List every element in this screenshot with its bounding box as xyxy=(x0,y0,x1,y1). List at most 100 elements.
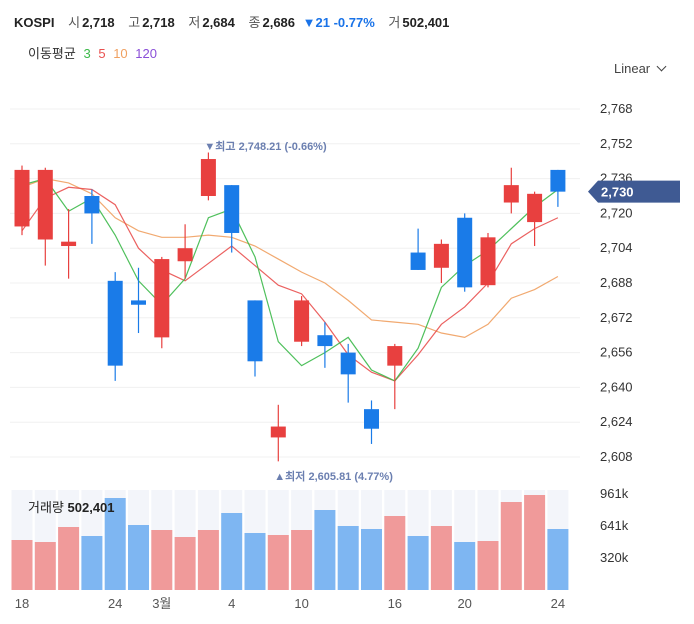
volume-tick-label: 961k xyxy=(600,486,629,501)
x-tick-label: 20 xyxy=(457,596,471,611)
close-value: 2,686 xyxy=(262,15,296,30)
candle-body xyxy=(224,185,240,233)
candle-body xyxy=(177,248,193,262)
candle-body xyxy=(433,243,449,268)
candle-body xyxy=(364,409,379,429)
volume-panel-label: 거래량 502,401 xyxy=(28,497,115,516)
symbol: KOSPI xyxy=(14,15,55,30)
volume-bar xyxy=(34,542,56,590)
candle-body xyxy=(61,241,77,247)
y-tick-label: 2,640 xyxy=(600,379,633,394)
current-price-label: 2,730 xyxy=(601,185,634,200)
volume-bar xyxy=(430,526,452,590)
candle-body xyxy=(457,217,473,288)
x-axis: 18 24 3월 4 10 16 20 24 xyxy=(15,596,565,611)
y-tick-label: 2,704 xyxy=(600,240,633,255)
candle-body xyxy=(270,426,286,438)
x-tick-label: 24 xyxy=(551,596,565,611)
volume-bar xyxy=(291,530,313,590)
volume-bar xyxy=(361,529,382,590)
candle-body xyxy=(14,169,30,227)
volume-bar xyxy=(151,530,173,590)
y-tick-label: 2,720 xyxy=(600,205,633,220)
candle-body xyxy=(200,159,216,196)
candle-body xyxy=(107,280,123,366)
ma-120[interactable]: 120 xyxy=(135,46,157,61)
volume-bar xyxy=(547,529,569,590)
y-tick-label: 2,656 xyxy=(600,345,633,360)
volume-bar xyxy=(174,537,196,590)
volume-bar xyxy=(337,526,359,590)
candles xyxy=(14,152,566,462)
volume-bar xyxy=(477,541,499,590)
volume-bar xyxy=(81,536,103,590)
current-price-tag xyxy=(588,180,680,203)
candle-body xyxy=(550,169,566,192)
volume-tick-label: 641k xyxy=(600,518,629,533)
price-header: KOSPI 시 2,718 고 2,718 저 2,684 종 2,686 ▼21 -0… xyxy=(14,12,449,31)
candle-body xyxy=(503,185,519,203)
x-tick-label: 24 xyxy=(108,596,122,611)
ma10-line xyxy=(21,177,559,339)
volume-panel-value: 502,401 xyxy=(67,500,115,515)
volume-bar xyxy=(314,510,336,590)
x-tick-label: 4 xyxy=(228,596,235,611)
high-annotation: ▼최고 2,748.21 (-0.66%) xyxy=(204,139,327,153)
current-price-marker: 2,730 xyxy=(588,180,680,203)
open-value: 2,718 xyxy=(82,15,115,30)
scale-label: Linear xyxy=(614,61,651,76)
ma-10[interactable]: 10 xyxy=(113,46,128,61)
high-label: 고 xyxy=(128,15,141,30)
candle-body xyxy=(37,169,53,240)
candle-body xyxy=(340,352,356,375)
open-label: 시 xyxy=(68,15,81,30)
volume-label: 거 xyxy=(388,15,401,30)
volume-bar xyxy=(104,498,126,590)
candle-body xyxy=(317,335,333,347)
volume-bar xyxy=(407,536,429,590)
low-label: 저 xyxy=(188,15,201,30)
volume-panel-title: 거래량 xyxy=(28,500,64,515)
candle-body xyxy=(131,300,146,305)
volume-bar xyxy=(128,525,149,590)
grid xyxy=(10,108,580,458)
volume-bar xyxy=(524,495,546,590)
x-tick-label: 16 xyxy=(388,596,402,611)
candle-body xyxy=(410,252,426,270)
candle-body xyxy=(387,346,403,366)
high-value: 2,718 xyxy=(142,15,175,30)
candle-body xyxy=(154,259,170,338)
y-tick-label: 2,752 xyxy=(600,136,633,151)
close-label: 종 xyxy=(248,15,261,30)
volume-bar xyxy=(454,542,476,590)
y-tick-label: 2,688 xyxy=(600,275,633,290)
volume-bar xyxy=(58,527,80,590)
volume-panel: 961k 641k 320k xyxy=(11,486,629,590)
ma-legend-label: 이동평균 xyxy=(28,46,76,61)
ma-5[interactable]: 5 xyxy=(98,46,106,61)
annotations: ▼최고 2,748.21 (-0.66%) ▲최저 2,605.81 (4.77%… xyxy=(204,139,393,483)
y-tick-label: 2,768 xyxy=(600,101,633,116)
x-tick-label: 3월 xyxy=(152,596,171,611)
y-tick-label: 2,608 xyxy=(600,449,633,464)
volume-value: 502,401 xyxy=(402,15,450,30)
candle-body xyxy=(294,300,310,342)
change-value: ▼21 -0.77% xyxy=(302,15,375,30)
low-annotation: ▲최저 2,605.81 (4.77%) xyxy=(274,469,393,483)
moving-average-legend[interactable]: 이동평균 3 5 10 120 xyxy=(28,43,157,62)
y-axis: 2,7682,7522,7362,7202,7042,6882,6722,656… xyxy=(600,101,633,464)
volume-bar xyxy=(384,516,406,590)
ma-3[interactable]: 3 xyxy=(83,46,91,61)
ma3-line xyxy=(21,177,559,382)
y-tick-label: 2,624 xyxy=(600,414,633,429)
candle-body xyxy=(527,193,543,223)
volume-bar xyxy=(500,502,522,590)
x-tick-label: 18 xyxy=(15,596,29,611)
low-value: 2,684 xyxy=(202,15,235,30)
scale-dropdown[interactable]: Linear xyxy=(614,61,667,76)
y-tick-label: 2,672 xyxy=(600,310,633,325)
volume-bar xyxy=(197,530,219,590)
ma10-path xyxy=(21,177,559,339)
volume-bar xyxy=(11,540,33,590)
